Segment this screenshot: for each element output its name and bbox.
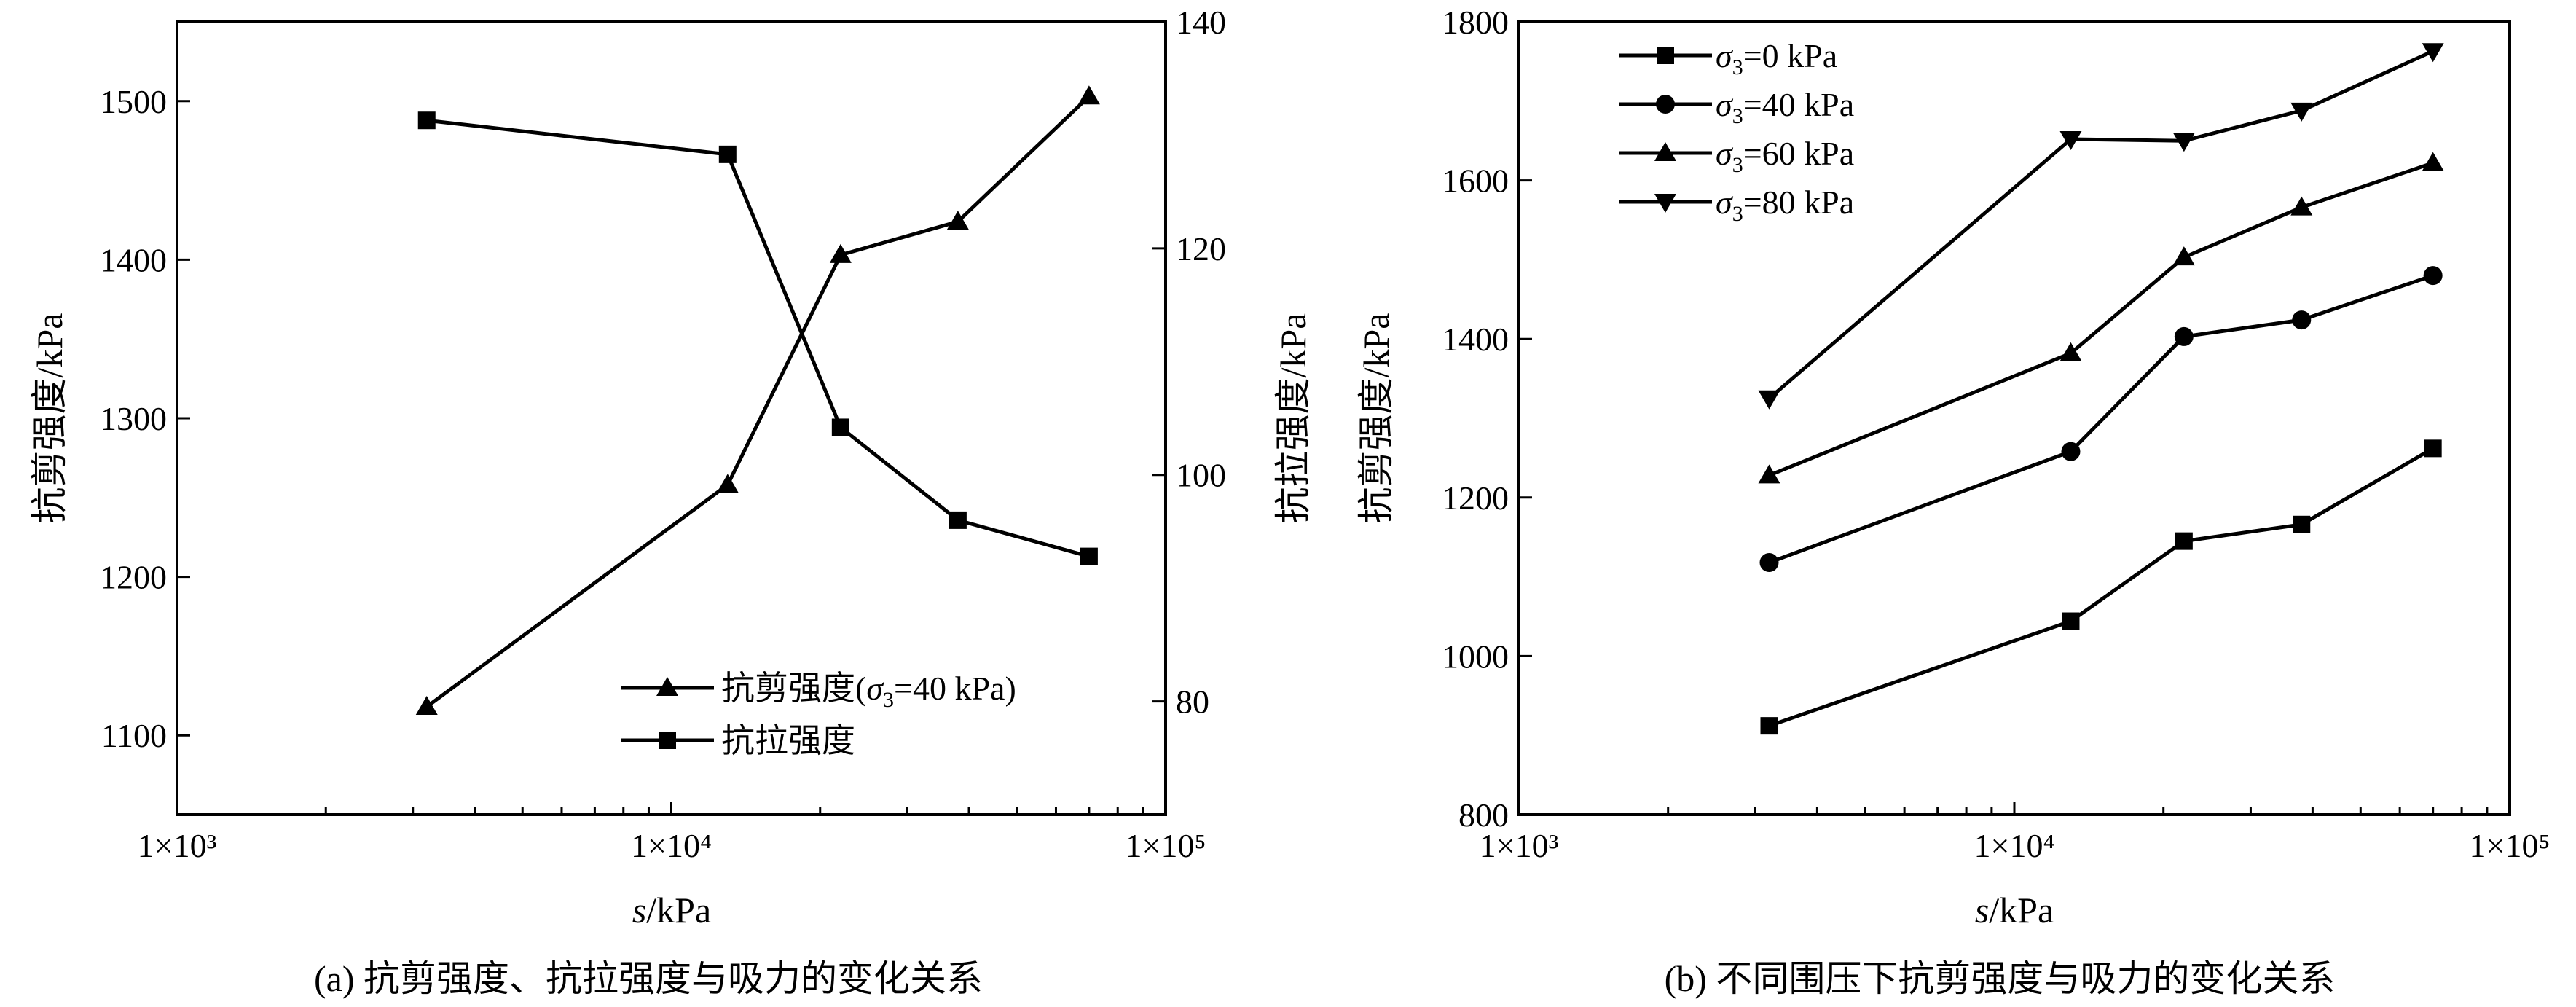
legend-square-marker: [659, 732, 676, 749]
x-tick-label: 1×10⁴: [1974, 827, 2055, 864]
x-tick-label: 1×10³: [1480, 827, 1559, 864]
chart-b-series-0-point: [2424, 439, 2442, 458]
chart-b-caption: (b) 不同围压下抗剪强度与吸力的变化关系: [1665, 958, 2336, 999]
chart-b-series-3-point: [2422, 43, 2444, 63]
chart-b-series-0-point: [1760, 717, 1778, 735]
y-left-tick-label: 1500: [100, 83, 167, 120]
chart-a-series-1-point: [831, 418, 849, 436]
legend-item-shear-strength: 抗剪强度(σ3=40 kPa): [621, 670, 1016, 712]
legend-label: σ3=40 kPa: [1716, 86, 1854, 128]
chart-b-series-1-point: [2292, 310, 2312, 330]
chart-b-series-0-point: [2062, 612, 2080, 630]
y-left-tick-label: 1400: [100, 241, 167, 278]
chart-b-series-1-point: [1759, 553, 1779, 573]
legend-item-tensile-strength: 抗拉强度: [621, 722, 855, 759]
chart-b-series-2-point: [1758, 464, 1780, 484]
chart-a-series-1-point: [949, 511, 967, 529]
chart-b-series-3-point: [1758, 390, 1780, 410]
chart-b-series-2-point: [2172, 246, 2195, 266]
y-left-tick-label: 1400: [1442, 321, 1509, 358]
chart-b-series-2-point: [2059, 342, 2082, 361]
chart-a-series: [415, 85, 1100, 716]
chart-b-legend: σ3=0 kPa σ3=40 kPa σ3=60 kPa σ3=80 kPa: [1619, 37, 1854, 226]
chart-b-series-1-line: [1768, 273, 2434, 565]
chart-b-series-3-line: [1767, 49, 2434, 400]
y-left-tick-label: 1200: [100, 559, 167, 596]
chart-b-series-1-point: [2061, 442, 2081, 461]
y-left-tick-label: 1300: [100, 400, 167, 437]
chart-a-series-0-point: [946, 211, 969, 230]
chart-a-series-0-line: [425, 95, 1091, 709]
chart-a-right-axis-label: 抗拉强度/kPa: [1273, 313, 1313, 524]
legend-item: σ3=0 kPa: [1619, 37, 1837, 79]
chart-a-series-0-point: [415, 696, 438, 716]
y-left-tick-label: 800: [1458, 796, 1509, 834]
chart-b-series-3-point: [2059, 131, 2082, 151]
chart-b-plot-frame: [1517, 20, 2511, 816]
chart-b-series-0-point: [2175, 532, 2193, 550]
y-right-tick-label: 140: [1176, 4, 1226, 41]
legend-marker: [1657, 47, 1674, 64]
legend-triangle-marker: [656, 677, 678, 696]
chart-b-series-2-line: [1768, 161, 2434, 477]
chart-b-series-3-point: [2290, 102, 2313, 122]
chart-b: 1×10³ 1×10⁴ 1×10⁵ 800 1000 1200 1400 1600 1800 抗…: [1356, 4, 2550, 999]
chart-b-series-3-point: [2172, 133, 2195, 152]
legend-item: σ3=80 kPa: [1619, 184, 1854, 226]
chart-a-caption: (a) 抗剪强度、抗拉强度与吸力的变化关系: [314, 958, 983, 999]
chart-b-series-1-point: [2174, 326, 2194, 346]
legend-label: σ3=80 kPa: [1716, 184, 1854, 226]
chart-a-series-0-point: [716, 474, 739, 493]
chart-a-series-1-point: [1080, 547, 1098, 565]
chart-a-ticks: 1×10³ 1×10⁴ 1×10⁵ 1100 1200 1300 1400 1500 80 100…: [100, 4, 1226, 864]
y-left-tick-label: 1600: [1442, 162, 1509, 200]
y-right-tick-label: 80: [1176, 683, 1209, 721]
chart-b-series: [1758, 43, 2444, 735]
y-left-tick-label: 1200: [1442, 479, 1509, 517]
legend-marker: [1654, 194, 1676, 213]
chart-a-series-1-line: [426, 118, 1090, 559]
chart-a-legend: 抗剪强度(σ3=40 kPa) 抗拉强度: [621, 670, 1016, 759]
chart-a-series-0-point: [1077, 85, 1100, 105]
legend-label: σ3=60 kPa: [1716, 135, 1854, 177]
y-right-tick-label: 100: [1176, 457, 1226, 494]
chart-b-series-2-point: [2290, 196, 2313, 216]
x-tick-label: 1×10³: [138, 827, 217, 864]
x-tick-label: 1×10⁵: [2470, 827, 2551, 864]
chart-b-ticks: 1×10³ 1×10⁴ 1×10⁵ 800 1000 1200 1400 1600 1800: [1442, 4, 2550, 864]
chart-b-series-1-point: [2423, 266, 2443, 286]
y-left-tick-label: 1100: [101, 717, 167, 754]
legend-marker: [1654, 142, 1676, 161]
legend-item: σ3=60 kPa: [1619, 135, 1854, 177]
y-left-tick-label: 1800: [1442, 4, 1509, 41]
chart-a-series-0-point: [829, 243, 852, 263]
chart-b-series-0-point: [2293, 515, 2311, 533]
chart-b-left-axis-label: 抗剪强度/kPa: [1356, 313, 1397, 524]
x-tick-label: 1×10⁴: [631, 827, 712, 864]
legend-item: σ3=40 kPa: [1619, 86, 1854, 128]
chart-a-left-axis-label: 抗剪强度/kPa: [29, 313, 70, 524]
chart-b-x-axis-label: s/kPa: [1975, 890, 2054, 930]
y-left-tick-label: 1000: [1442, 638, 1509, 675]
legend-marker: [1656, 95, 1675, 114]
y-right-tick-label: 120: [1176, 230, 1226, 267]
legend-label-tensile-strength: 抗拉强度: [721, 722, 855, 759]
chart-a-series-1-point: [417, 111, 436, 130]
chart-a: 1×10³ 1×10⁴ 1×10⁵ 1100 1200 1300 1400 1500 80 100…: [29, 4, 1313, 999]
chart-b-series-2-point: [2422, 152, 2444, 171]
chart-b-series-0-line: [1768, 447, 2434, 728]
chart-a-x-axis-label: s/kPa: [632, 890, 711, 930]
chart-a-series-1-point: [718, 145, 737, 163]
legend-label-shear-strength: 抗剪强度(σ3=40 kPa): [721, 670, 1016, 712]
legend-label: σ3=0 kPa: [1716, 37, 1837, 79]
x-tick-label: 1×10⁵: [1126, 827, 1206, 864]
